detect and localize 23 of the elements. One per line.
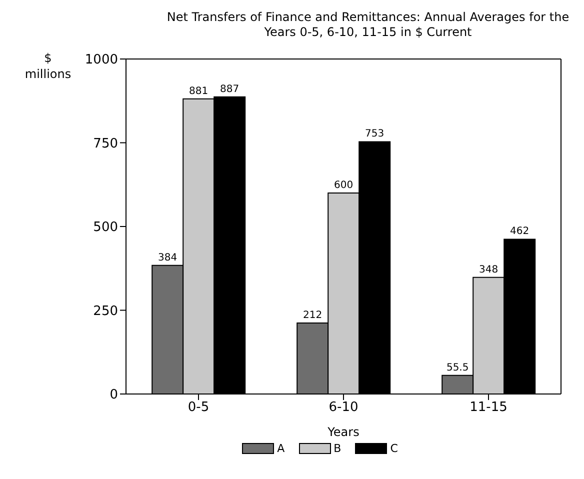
data-label: 55.5 <box>446 362 469 374</box>
legend-label: B <box>332 442 342 455</box>
data-label: 600 <box>334 180 354 191</box>
y-tick-label: 750 <box>93 136 118 152</box>
data-label: 212 <box>303 310 322 321</box>
x-tick-label: 6-10 <box>328 400 358 416</box>
legend-label: C <box>389 442 398 455</box>
x-tick-label: 0-5 <box>188 400 210 416</box>
chart-title: Net Transfers of Finance and Remittances: Annual Averages for the Years 0-5, 6-10, 11-15 in $ Current <box>166 10 570 40</box>
y-tick-label: 250 <box>93 304 118 319</box>
y-tick-label: 500 <box>93 220 118 236</box>
data-label: 887 <box>220 84 240 95</box>
y-axis-title: $ millions <box>24 50 72 82</box>
legend-label: A <box>276 442 285 455</box>
data-label: 753 <box>365 128 384 140</box>
x-tick-label: 11-15 <box>470 400 508 416</box>
y-tick-label: 1000 <box>84 52 118 68</box>
data-label: 384 <box>158 252 178 264</box>
data-label: 462 <box>510 226 530 238</box>
x-axis-title: Years <box>326 425 360 439</box>
data-label: 348 <box>479 264 498 276</box>
y-tick-label: 0 <box>110 388 118 403</box>
data-label: 881 <box>189 86 208 97</box>
